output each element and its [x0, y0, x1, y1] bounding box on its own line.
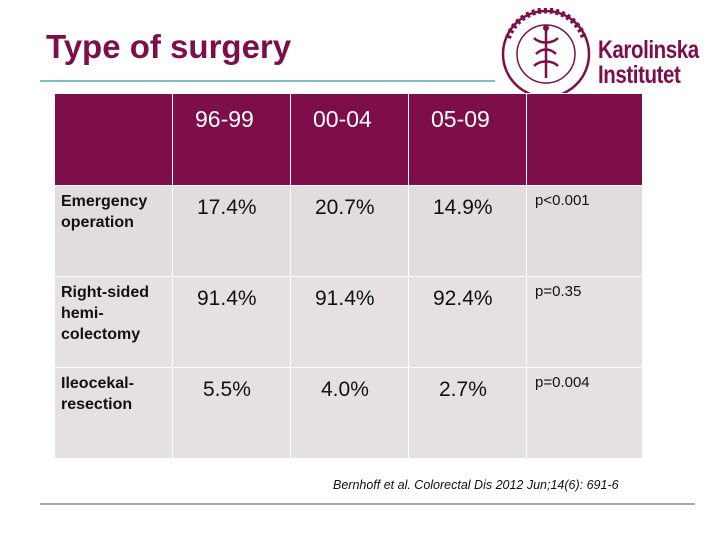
table-cell: 92.4% [433, 287, 493, 310]
table-row: Ileocekal-resection 5.5% 4.0% 2.7% p=0.0… [54, 367, 643, 459]
table-cell: 17.4% [197, 196, 257, 219]
slide-title: Type of surgery [46, 28, 292, 65]
table-cell: 2.7% [439, 378, 487, 401]
table-cell: 5.5% [203, 378, 251, 401]
p-value: p=0.35 [535, 283, 582, 300]
table-cell: 20.7% [315, 196, 375, 219]
row-label: Ileocekal-resection [61, 375, 134, 413]
header-cell-pvalue [526, 93, 643, 186]
logo-text-line2: Institutet [598, 61, 681, 89]
header-cell-empty [54, 93, 173, 186]
header-cell-96-99: 96-99 [172, 93, 291, 186]
table-header-row: 96-99 00-04 05-09 [54, 93, 643, 186]
row-label: Emergency operation [61, 193, 148, 231]
header-cell-00-04: 00-04 [290, 93, 409, 186]
p-value: p<0.001 [535, 192, 590, 209]
table-cell: 91.4% [315, 287, 375, 310]
karolinska-logo: Karolinska Institutet [500, 8, 712, 99]
table-cell: 4.0% [321, 378, 369, 401]
table-cell: 14.9% [433, 196, 493, 219]
row-label: Right-sided hemi-colectomy [61, 284, 149, 343]
table-row: Emergency operation 17.4% 20.7% 14.9% p<… [54, 185, 643, 277]
p-value: p=0.004 [535, 374, 590, 391]
citation-text: Bernhoff et al. Colorectal Dis 2012 Jun;… [333, 478, 619, 492]
title-rule [40, 80, 495, 82]
header-cell-05-09: 05-09 [408, 93, 527, 186]
surgery-table: 96-99 00-04 05-09 Emergency operation 17… [54, 93, 643, 459]
bottom-rule [40, 503, 695, 505]
karolinska-seal-icon [501, 8, 591, 99]
table-cell: 91.4% [197, 287, 257, 310]
table-row: Right-sided hemi-colectomy 91.4% 91.4% 9… [54, 276, 643, 368]
logo-text-line1: Karolinska [598, 36, 699, 64]
